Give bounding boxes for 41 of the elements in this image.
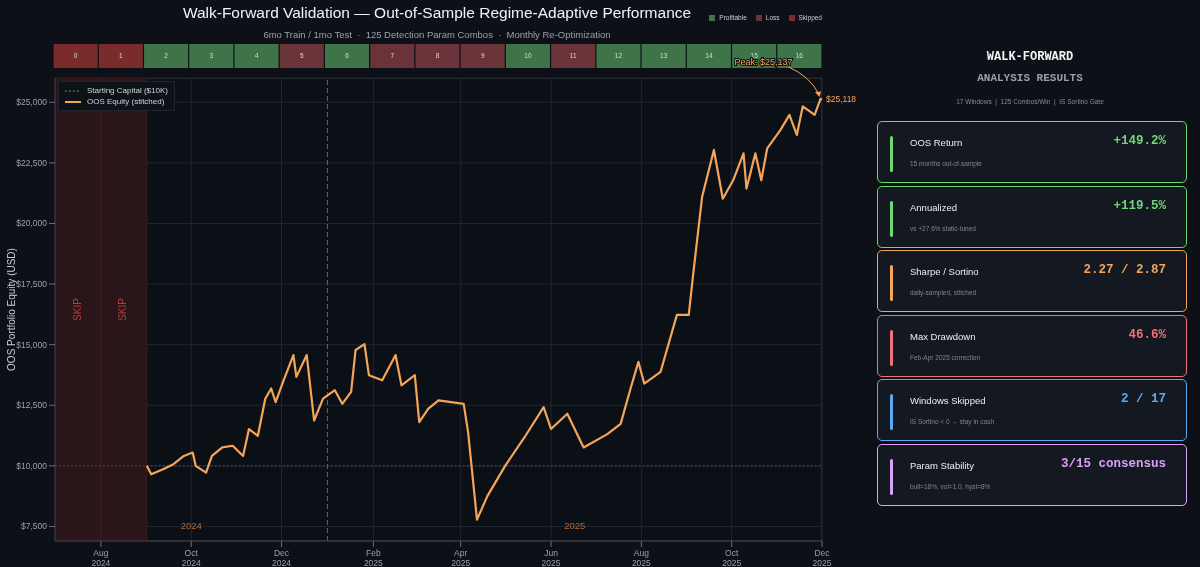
x-tick-label: Oct 2025 (722, 548, 742, 567)
y-tick-label: $12,500 (16, 400, 48, 411)
y-tick-label: $10,000 (16, 460, 48, 471)
x-tick-label: Dec 2024 (272, 548, 292, 567)
category-label: Sharpe / Sortino (910, 266, 979, 278)
y-tick-label: $22,500 (16, 157, 48, 168)
x-tick-label: Dec 2025 (812, 548, 832, 567)
text: +119.5% (1113, 198, 1166, 213)
text: ANALYSIS RESULTS (976, 72, 1084, 84)
y-tick-label: $17,500 (16, 279, 48, 290)
y-axis-title: OOS Portfolio Equity (USD) (5, 248, 17, 371)
band-label: SKIP (71, 297, 83, 321)
x-tick-label: Aug 2024 (91, 548, 111, 567)
category-label: OOS Return (910, 137, 963, 148)
category-label: Annualized (910, 201, 958, 213)
annotation: 2024 (180, 520, 202, 531)
legend-label: Starting Capital ($10K) (87, 86, 168, 95)
category-label: Param Stability (910, 460, 974, 471)
text: WALK-FORWARD (985, 50, 1075, 64)
text: +149.2% (1113, 134, 1166, 148)
y-tick-label: $7,500 (21, 521, 48, 532)
x-tick-label: Feb 2025 (363, 548, 384, 567)
category-label: Windows Skipped (910, 395, 986, 407)
x-tick-label: Apr 2025 (451, 548, 471, 567)
x-tick-label: Jun 2025 (541, 548, 561, 567)
text: 2 / 17 (1120, 392, 1166, 407)
text: 46.6% (1128, 327, 1166, 342)
x-tick-label: Aug 2025 (631, 548, 652, 567)
annotation: $25,118 (826, 94, 857, 105)
y-tick-label: $20,000 (16, 218, 48, 229)
band-label: SKIP (117, 297, 129, 321)
annotation: 2025 (564, 520, 586, 531)
x-tick-label: Oct 2024 (181, 548, 201, 567)
text: 2.27 / 2.87 (1083, 263, 1166, 278)
category-label: Max Drawdown (910, 330, 976, 342)
chart-title: Walk-Forward Validation — Out-of-Sample Regime-Adaptive Performance (182, 4, 692, 21)
y-tick-label: $25,000 (16, 97, 48, 108)
legend-label: OOS Equity (stitched) (87, 97, 165, 106)
chart-subtitle: 6mo Train / 1mo Test · 125 Detection Param Combos · Monthly Re-Optimization (262, 29, 612, 40)
text: 3/15 consensus (1060, 457, 1166, 471)
y-tick-label: $15,000 (16, 339, 48, 350)
